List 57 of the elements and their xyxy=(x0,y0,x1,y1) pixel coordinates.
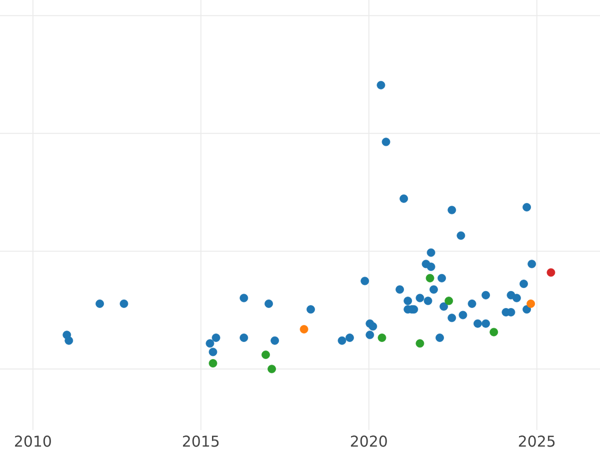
point xyxy=(404,296,412,306)
point xyxy=(270,336,280,345)
point xyxy=(120,299,128,308)
x-tick-label: 2020 xyxy=(350,436,387,447)
point xyxy=(426,248,436,257)
point xyxy=(366,330,374,340)
point xyxy=(206,339,214,348)
point xyxy=(468,299,476,308)
point xyxy=(300,325,308,334)
x-tick-label: 2015 xyxy=(182,436,219,447)
point xyxy=(360,276,370,286)
point xyxy=(346,334,354,342)
point xyxy=(240,294,248,302)
point xyxy=(520,280,528,288)
point xyxy=(416,294,424,302)
point xyxy=(522,202,531,212)
x-tick-label: 2010 xyxy=(15,436,51,447)
point xyxy=(64,336,74,345)
point xyxy=(208,359,218,368)
point xyxy=(512,294,521,302)
point xyxy=(474,319,482,328)
point xyxy=(448,206,456,214)
point xyxy=(376,80,386,90)
x-tick-label: 2025 xyxy=(518,436,555,447)
point xyxy=(426,262,436,271)
point xyxy=(400,194,408,203)
point xyxy=(440,302,448,311)
point xyxy=(306,305,315,314)
point xyxy=(212,334,220,342)
point xyxy=(424,296,432,306)
point xyxy=(382,138,390,146)
point xyxy=(426,274,434,282)
point xyxy=(438,274,446,282)
point xyxy=(546,268,556,277)
point xyxy=(436,334,444,342)
point xyxy=(458,310,468,320)
point xyxy=(262,350,270,359)
point xyxy=(526,299,535,308)
point xyxy=(240,334,248,342)
point xyxy=(482,319,490,328)
point xyxy=(522,305,531,314)
point xyxy=(396,285,404,294)
point xyxy=(528,260,536,268)
point xyxy=(208,348,218,356)
point xyxy=(264,299,273,308)
point xyxy=(96,299,104,308)
point xyxy=(430,285,438,294)
point xyxy=(444,296,454,306)
point xyxy=(378,334,386,342)
point xyxy=(368,322,378,331)
point xyxy=(482,290,490,300)
point xyxy=(268,364,276,374)
point xyxy=(338,336,346,345)
point xyxy=(416,339,424,348)
point xyxy=(448,314,456,322)
point xyxy=(456,231,466,240)
point xyxy=(490,328,498,336)
